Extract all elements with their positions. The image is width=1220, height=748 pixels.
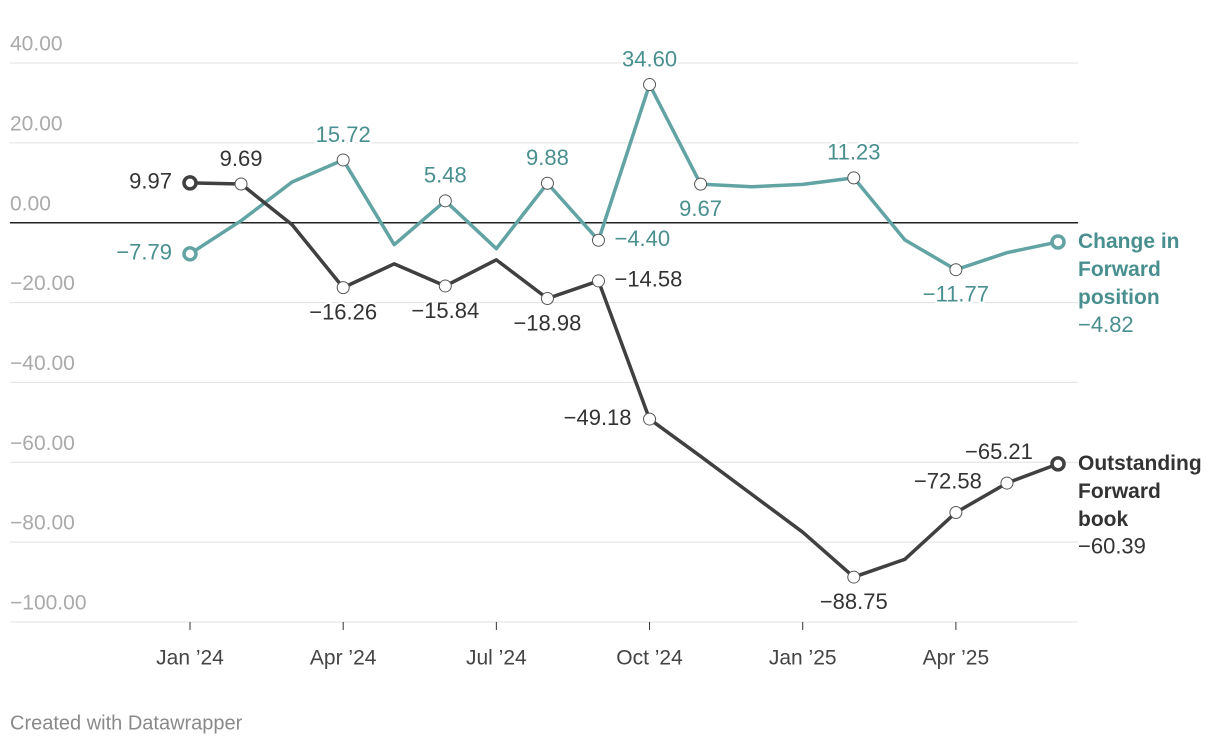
series-line	[189, 181, 1059, 579]
data-label: 9.97	[129, 169, 172, 194]
data-label: −65.21	[965, 439, 1033, 464]
point-marker	[1050, 234, 1066, 250]
data-label: −14.58	[614, 267, 682, 292]
point-marker	[643, 78, 657, 92]
point-marker	[182, 175, 198, 191]
data-label: 34.60	[622, 46, 677, 71]
data-label: −11.77	[923, 282, 989, 307]
y-tick-label: 40.00	[10, 33, 63, 56]
series-name-line: Forward	[1078, 479, 1161, 502]
point-marker	[847, 171, 861, 185]
point-marker	[1000, 476, 1014, 490]
point-marker	[438, 194, 452, 208]
data-label: 11.23	[827, 140, 880, 165]
x-tick-label: Oct ’24	[616, 647, 683, 670]
series-name-line: Outstanding	[1078, 451, 1202, 474]
series-line	[189, 82, 1059, 272]
data-label: −88.75	[820, 589, 888, 614]
x-tick-label: Jul ’24	[466, 647, 527, 670]
data-label: 9.67	[679, 196, 722, 221]
series-name: Change in Forward position	[1078, 230, 1180, 309]
series-name: Outstanding Forward book	[1078, 451, 1202, 530]
point-marker	[182, 246, 198, 262]
point-marker	[591, 274, 605, 288]
data-label: 9.69	[220, 146, 263, 171]
point-marker	[234, 177, 248, 191]
point-marker	[694, 177, 708, 191]
end-value-label: −60.39	[1078, 534, 1146, 559]
point-marker	[847, 570, 861, 584]
data-label: −18.98	[513, 310, 581, 335]
data-label: −7.79	[116, 240, 172, 265]
point-marker	[949, 506, 963, 520]
series-name-line: Forward	[1078, 258, 1161, 281]
series-name-line: position	[1078, 286, 1160, 309]
x-tick-label: Apr ’24	[310, 647, 377, 670]
data-label: −16.26	[309, 299, 377, 324]
data-label: 9.88	[526, 145, 569, 170]
y-tick-label: −80.00	[10, 512, 75, 535]
y-tick-label: −20.00	[10, 272, 75, 295]
y-tick-label: −40.00	[10, 352, 75, 375]
data-label: −49.18	[564, 405, 632, 430]
point-marker	[336, 281, 350, 295]
point-marker	[336, 153, 350, 167]
y-tick-label: −60.00	[10, 432, 75, 455]
y-tick-label: −100.00	[10, 592, 87, 615]
data-label: 5.48	[424, 163, 467, 188]
point-marker	[643, 412, 657, 426]
footer: Created with Datawrapper	[10, 712, 243, 734]
end-value-label: −4.82	[1078, 312, 1134, 337]
x-tick-label: Jan ’24	[156, 647, 224, 670]
point-marker	[438, 279, 452, 293]
x-tick-label: Jan ’25	[769, 647, 837, 670]
series-name-line: Change in	[1078, 230, 1180, 253]
x-tick-label: Apr ’25	[923, 647, 990, 670]
y-tick-label: 20.00	[10, 112, 63, 135]
data-label: −15.84	[411, 298, 479, 323]
point-marker	[1050, 456, 1066, 472]
point-marker	[540, 176, 554, 190]
point-marker	[949, 263, 963, 277]
data-label: −4.40	[614, 226, 670, 251]
data-label: 15.72	[316, 122, 371, 147]
y-tick-label: 0.00	[10, 192, 51, 215]
point-marker	[540, 291, 554, 305]
series-name-line: book	[1078, 507, 1128, 530]
data-label: −72.58	[914, 468, 982, 493]
point-marker	[591, 233, 605, 247]
